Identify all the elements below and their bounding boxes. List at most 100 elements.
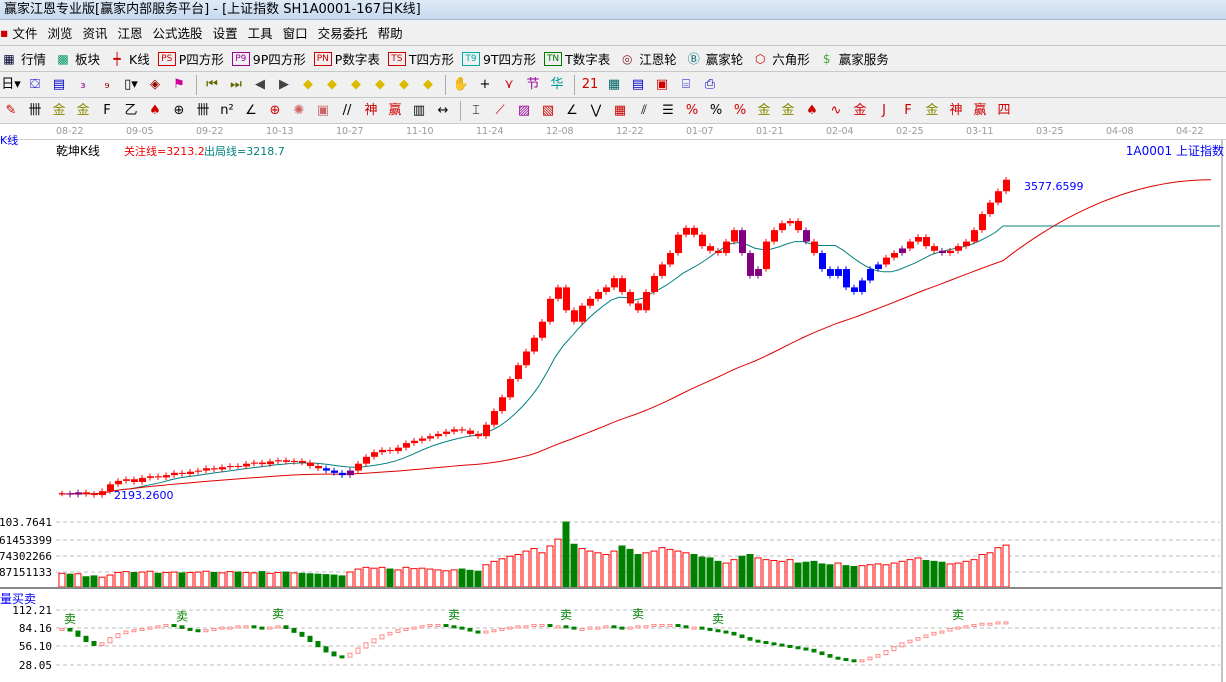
percent-lines-icon[interactable]: % [733,102,747,118]
zoom-in-icon[interactable]: ◆ [399,76,409,92]
circle-grid-icon[interactable]: ⊕ [173,102,185,118]
toolbar-button-ps[interactable]: PS P四方形 [157,49,224,68]
ruler-icon[interactable]: ▥ [412,102,426,118]
line-draw-icon[interactable]: ⋎ [504,76,514,92]
menu-item[interactable]: 工具 [247,26,273,41]
indicator-bar [603,625,609,629]
menu-item[interactable]: 设置 [212,26,238,41]
first-icon[interactable]: ⏮ [206,76,218,92]
gold-lines2-icon[interactable]: 金 [76,102,90,118]
period-dropdown-icon[interactable]: 日▾ [1,76,21,92]
shen-icon[interactable]: 神 [364,102,378,118]
pn-icon: PN [313,51,332,66]
fan-box-icon[interactable]: ▨ [517,102,531,118]
wave-icon[interactable]: ∿ [830,102,842,118]
toolbar-button-hexagon[interactable]: ⬡ 六角形 [751,49,810,68]
toolbar-button-winner-wheel[interactable]: Ⓑ 赢家轮 [685,49,744,68]
toolbar-button-ts[interactable]: TS T四方形 [387,49,454,68]
n2-icon[interactable]: n² [220,102,234,118]
hua-icon[interactable]: 华 [550,76,564,92]
report-icon[interactable]: ▤ [631,76,645,92]
jie-icon[interactable]: 节 [526,76,540,92]
ying-angle-icon[interactable]: 赢 [973,102,987,118]
f-angle-icon[interactable]: F [904,102,912,118]
slash-icon[interactable]: // [342,102,352,118]
angle-icon[interactable]: ∠ [245,102,257,118]
parallel-icon[interactable]: ⫽ [641,102,647,118]
crosshair-icon[interactable]: + [479,76,491,92]
menu-item[interactable]: 公式选股 [152,26,203,41]
rocket-icon[interactable]: ♠ [149,102,161,118]
candle-dropdown-icon[interactable]: ▯▾ [124,76,138,92]
box-icon[interactable]: ⌶ [472,102,480,118]
fan-lines-icon[interactable]: ∠ [566,102,578,118]
expand-icon[interactable]: ◆ [351,76,361,92]
volume-bar [426,568,434,588]
calendar-icon[interactable]: 21 [581,76,599,92]
toolbar-button-candlestick[interactable]: ┿ K线 [108,49,149,68]
toolbar-button-sector-blocks[interactable]: ▩ 板块 [54,49,100,68]
si-angle-icon[interactable]: 四 [997,102,1011,118]
fan-square-icon[interactable]: ▧ [541,102,555,118]
menu-item[interactable]: 文件 [12,26,38,41]
last-icon[interactable]: ⏭ [230,76,242,92]
toolbar-button-dollar[interactable]: $ 赢家服务 [818,49,889,68]
toolbar-button-t9[interactable]: T9 9T四方形 [461,49,536,68]
measure-icon[interactable]: ↔ [437,102,449,118]
prev-icon[interactable]: ◀ [255,76,265,92]
ying-icon[interactable]: 赢 [388,102,402,118]
pen-icon[interactable]: ✎ [5,102,17,118]
toolbar-button-gann-wheel[interactable]: ◎ 江恩轮 [618,49,677,68]
shen-angle-icon[interactable]: 神 [949,102,963,118]
move-left-icon[interactable]: ◆ [303,76,313,92]
toolbar-button-tn[interactable]: TN T数字表 [544,49,610,68]
shrink-icon[interactable]: ◆ [375,76,385,92]
document-icon[interactable]: ▤ [52,76,66,92]
pattern-icon[interactable]: ◈ [150,76,160,92]
gold-coin-icon[interactable]: 金 [757,102,771,118]
print-icon[interactable]: ⎙ [704,76,716,92]
gold-red-icon[interactable]: 金 [853,102,867,118]
target-icon[interactable]: ⊕ [269,102,281,118]
menu-item[interactable]: 窗口 [282,26,308,41]
f-lines-icon[interactable]: F [103,102,111,118]
toolbar-button-p9[interactable]: P9 9P四方形 [231,49,306,68]
fan-icon[interactable]: ⟋ [495,102,505,118]
indicator-bar [931,631,937,636]
percent-fan-icon[interactable]: % [685,102,699,118]
save-icon[interactable]: ▣ [655,76,669,92]
rocket2-icon[interactable]: ♠ [806,102,818,118]
menu-item[interactable]: 浏览 [47,26,73,41]
volume-bar [602,554,610,588]
zigzag-icon[interactable]: ⋁ [590,102,602,118]
square-web-icon[interactable]: ▣ [316,102,330,118]
network-icon[interactable]: ⛋ [30,76,40,92]
list-icon[interactable]: ☰ [662,102,674,118]
menu-item[interactable]: 交易委托 [317,26,368,41]
grid-red-icon[interactable]: ▦ [613,102,627,118]
vlines-icon[interactable]: 卌 [196,102,210,118]
toolbar-button-pn[interactable]: PN P数字表 [313,49,380,68]
flag-icon[interactable]: ⚑ [173,76,185,92]
menu-item[interactable]: 资讯 [82,26,108,41]
bars3-icon[interactable]: ₃ [80,76,86,92]
gold-angle-icon[interactable]: 金 [925,102,939,118]
hand-icon[interactable]: ✋ [452,76,470,92]
bars9-icon[interactable]: ₉ [104,76,110,92]
web-icon[interactable]: ✺ [293,102,305,118]
network-pc-icon[interactable]: ⌸ [682,76,690,92]
percent-icon[interactable]: % [709,102,723,118]
next-icon[interactable]: ▶ [279,76,289,92]
gold-lines3-icon[interactable]: 金 [781,102,795,118]
grid-lines-icon[interactable]: 卌 [28,102,42,118]
menu-item[interactable]: 江恩 [117,26,143,41]
calculator-icon[interactable]: ▦ [607,76,621,92]
move-right-icon[interactable]: ◆ [327,76,337,92]
j-angle-icon[interactable]: J [882,102,886,118]
gold-lines-icon[interactable]: 金 [52,102,66,118]
toolbar-button-quote-table[interactable]: ▦ 行情 [0,49,46,68]
zoom-out-icon[interactable]: ◆ [423,76,433,92]
menu-item[interactable]: 帮助 [377,26,403,41]
spiral-icon[interactable]: 乙 [124,102,138,118]
